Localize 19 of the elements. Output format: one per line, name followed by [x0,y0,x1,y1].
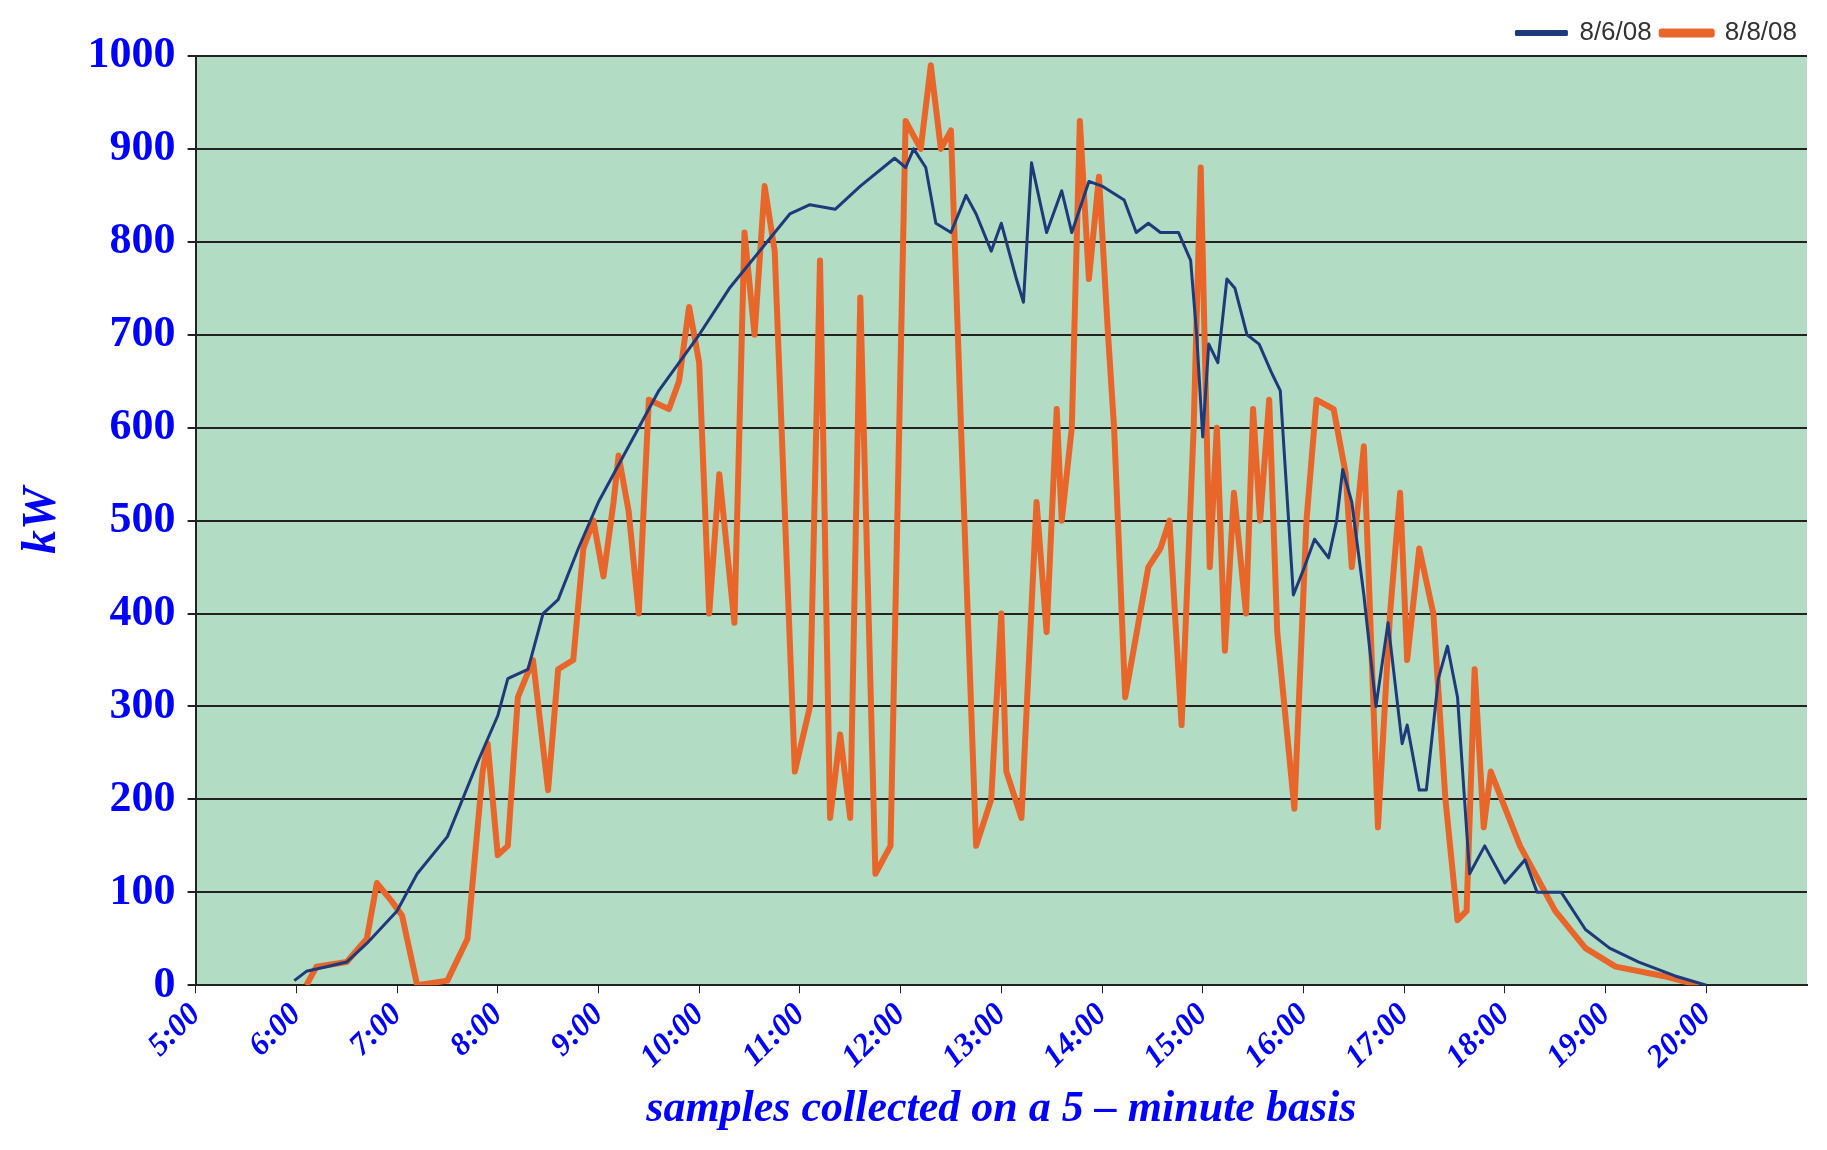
y-tick-label: 400 [109,585,176,635]
y-tick-label: 300 [109,678,176,728]
legend-label: 8/8/08 [1724,16,1798,47]
y-axis-title: kW [12,483,66,554]
legend-label: 8/6/08 [1579,16,1652,47]
y-tick-label: 800 [109,214,176,264]
x-tick-label: 8:00 [441,995,509,1063]
y-tick-label: 900 [109,121,176,171]
y-tick-label: 500 [109,492,176,542]
y-tick-label: 200 [109,771,176,821]
x-tick-label: 7:00 [340,995,408,1063]
y-tick-label: 700 [109,307,176,357]
y-tick-label: 100 [109,864,176,914]
x-tick-label: 6:00 [240,995,308,1063]
x-axis-title: samples collected on a 5 – minute basis [645,1081,1357,1131]
y-tick-label: 0 [153,957,176,1007]
x-tick-label: 9:00 [542,995,610,1063]
y-tick-label: 1000 [87,28,176,78]
y-tick-label: 600 [109,400,176,450]
